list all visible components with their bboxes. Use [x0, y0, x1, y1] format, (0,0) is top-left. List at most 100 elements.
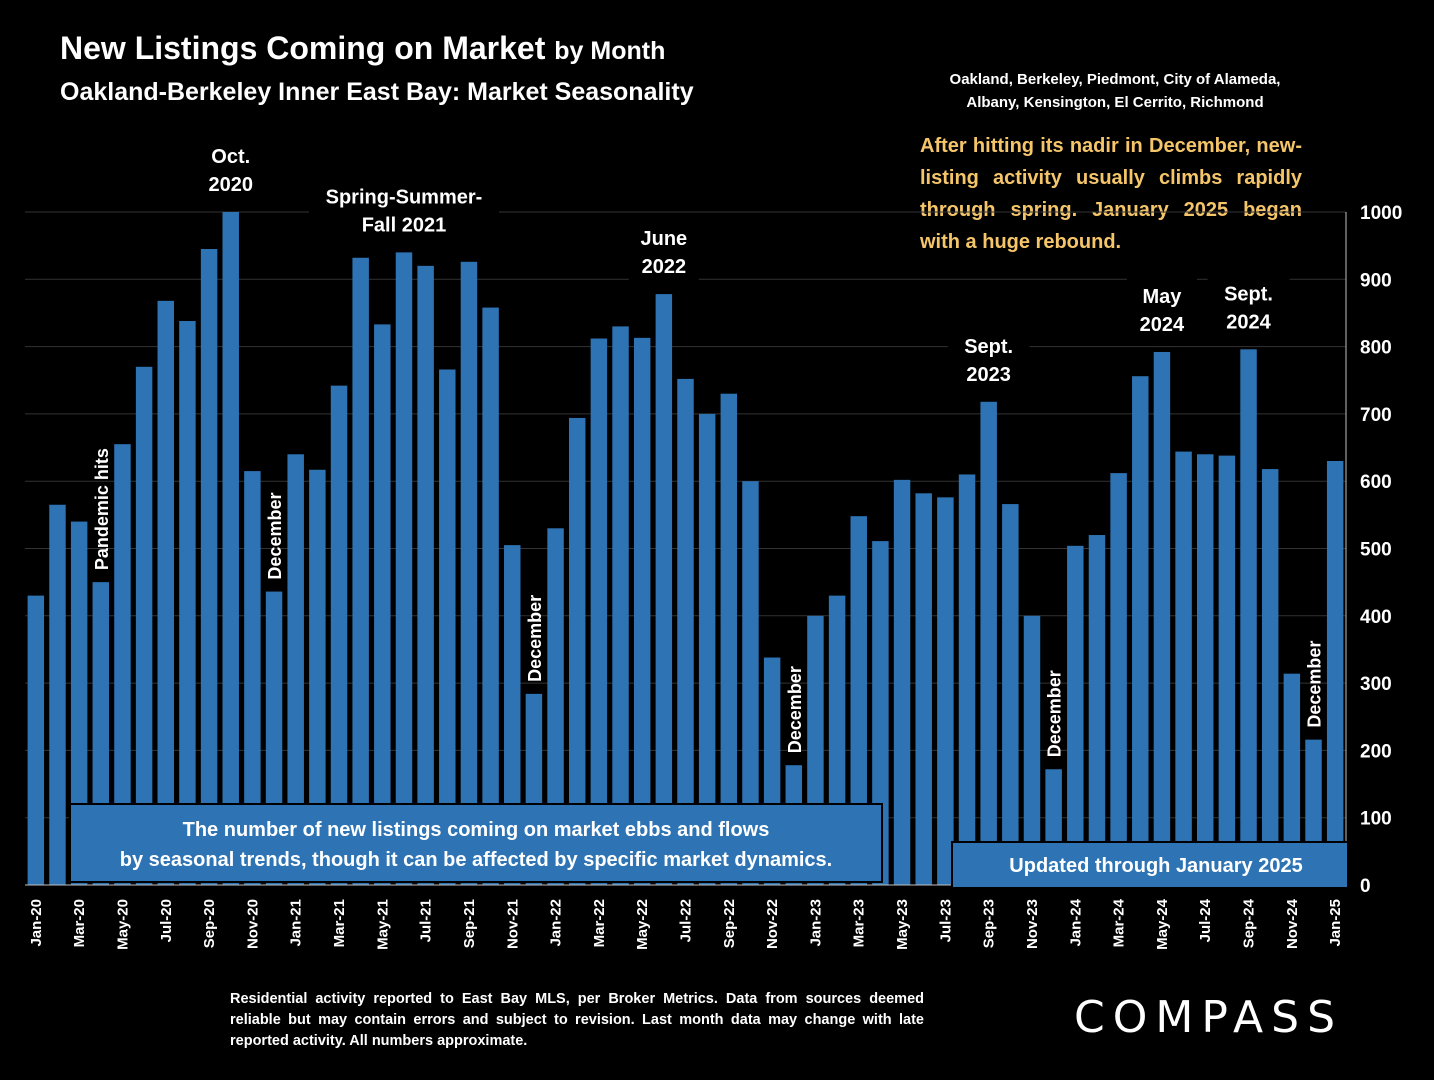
x-tick-label: Jul-22: [678, 899, 695, 942]
annotation-label: Spring-Summer-: [326, 186, 483, 208]
bar: [27, 595, 45, 885]
annotation-label: June: [641, 228, 688, 250]
annotation-label: Oct.: [211, 146, 250, 168]
bar: [872, 541, 889, 885]
bar: [49, 504, 66, 885]
bar: [417, 265, 434, 886]
bar: [980, 401, 997, 885]
x-tick-label: Jul-21: [418, 899, 435, 942]
x-tick-label: May-23: [894, 899, 911, 950]
x-tick-label: May-21: [374, 899, 391, 950]
x-tick-label: Nov-23: [1024, 899, 1041, 949]
chart-subtitle: Oakland-Berkeley Inner East Bay: Market …: [60, 78, 694, 106]
annotation-label: 2024: [1226, 311, 1271, 333]
bar: [395, 252, 413, 885]
bar: [698, 413, 716, 885]
bar: [1197, 454, 1214, 885]
bar: [504, 545, 521, 885]
bar: [222, 212, 239, 885]
y-tick-label: 200: [1360, 741, 1392, 762]
y-tick-label: 300: [1360, 674, 1392, 695]
bar: [720, 393, 738, 885]
bar: [330, 385, 348, 885]
vertical-annotation: December: [525, 595, 545, 682]
vertical-annotation: December: [265, 493, 285, 580]
x-tick-label: Sep-23: [981, 899, 998, 948]
annotation-label: 2020: [208, 174, 253, 196]
bar: [1218, 455, 1236, 885]
bar: [1283, 673, 1301, 885]
bar: [200, 249, 218, 885]
x-tick-label: May-22: [634, 899, 651, 950]
x-tick-label: Sep-21: [461, 899, 478, 948]
x-tick-label: Nov-20: [244, 899, 261, 949]
bar: [244, 471, 261, 885]
x-tick-label: Jan-21: [288, 899, 305, 947]
bar: [547, 528, 564, 885]
bar: [460, 261, 478, 885]
annotation-label: May: [1142, 286, 1182, 308]
annotation-label: Sept.: [964, 336, 1013, 358]
annotation-bg: [308, 176, 499, 243]
bar: [1240, 349, 1257, 885]
bar: [70, 521, 88, 885]
callout-box-updated: [951, 841, 1349, 889]
y-tick-label: 1000: [1360, 203, 1402, 224]
bar: [135, 366, 153, 885]
callout-text-line: The number of new listings coming on mar…: [183, 819, 770, 841]
bar: [1067, 545, 1084, 885]
y-tick-label: 100: [1360, 809, 1392, 830]
bar: [633, 337, 651, 885]
bar: [1023, 615, 1041, 885]
source-disclaimer: Residential activity reported to East Ba…: [230, 991, 924, 1049]
bar: [850, 516, 867, 885]
x-tick-label: Sep-22: [721, 899, 738, 948]
bar: [655, 294, 673, 886]
x-tick-label: Nov-22: [764, 899, 781, 949]
bar: [568, 417, 586, 885]
x-tick-label: Nov-21: [504, 899, 521, 949]
y-tick-label: 800: [1360, 338, 1392, 359]
x-tick-label: Sep-20: [201, 899, 218, 948]
y-tick-label: 600: [1360, 472, 1392, 493]
annotation-bg: [195, 136, 266, 202]
bar: [742, 481, 759, 885]
bar: [612, 326, 629, 885]
bar: [439, 369, 456, 885]
x-tick-label: May-20: [114, 899, 131, 950]
vertical-annotation: December: [1305, 641, 1325, 728]
x-tick-label: Jan-25: [1327, 899, 1344, 947]
vertical-annotation: December: [1045, 670, 1065, 757]
bar: [1326, 461, 1344, 885]
areas-line-2: Albany, Kensington, El Cerrito, Richmond: [966, 94, 1264, 111]
bar: [482, 307, 499, 885]
bar: [915, 493, 932, 885]
callout-box-seasonal: [69, 803, 883, 883]
annotation-bg: [947, 325, 1030, 392]
annotation-bg: [1126, 275, 1197, 342]
y-tick-label: 400: [1360, 607, 1392, 628]
bar: [677, 378, 694, 885]
annotation-label: Sept.: [1224, 283, 1273, 305]
bar: [1088, 535, 1106, 885]
areas-list: Oakland, Berkeley, Piedmont, City of Ala…: [880, 68, 1350, 114]
x-tick-label: Mar-24: [1111, 898, 1128, 947]
bar: [1261, 469, 1279, 885]
vertical-annotation: Pandemic hits: [92, 448, 112, 570]
bar: [179, 321, 196, 885]
bar: [157, 300, 174, 885]
bar: [114, 444, 131, 885]
x-tick-label: Jul-24: [1197, 898, 1214, 942]
annotation-label: Fall 2021: [362, 214, 447, 236]
x-tick-label: Mar-21: [331, 899, 348, 947]
bar: [1110, 473, 1127, 885]
y-tick-label: 500: [1360, 540, 1392, 561]
x-tick-label: Nov-24: [1284, 898, 1301, 949]
bar: [1002, 504, 1019, 885]
x-tick-label: Jan-22: [548, 899, 565, 947]
y-tick-label: 900: [1360, 270, 1392, 291]
bar: [374, 324, 391, 885]
bar: [309, 469, 326, 885]
bar: [287, 454, 304, 885]
